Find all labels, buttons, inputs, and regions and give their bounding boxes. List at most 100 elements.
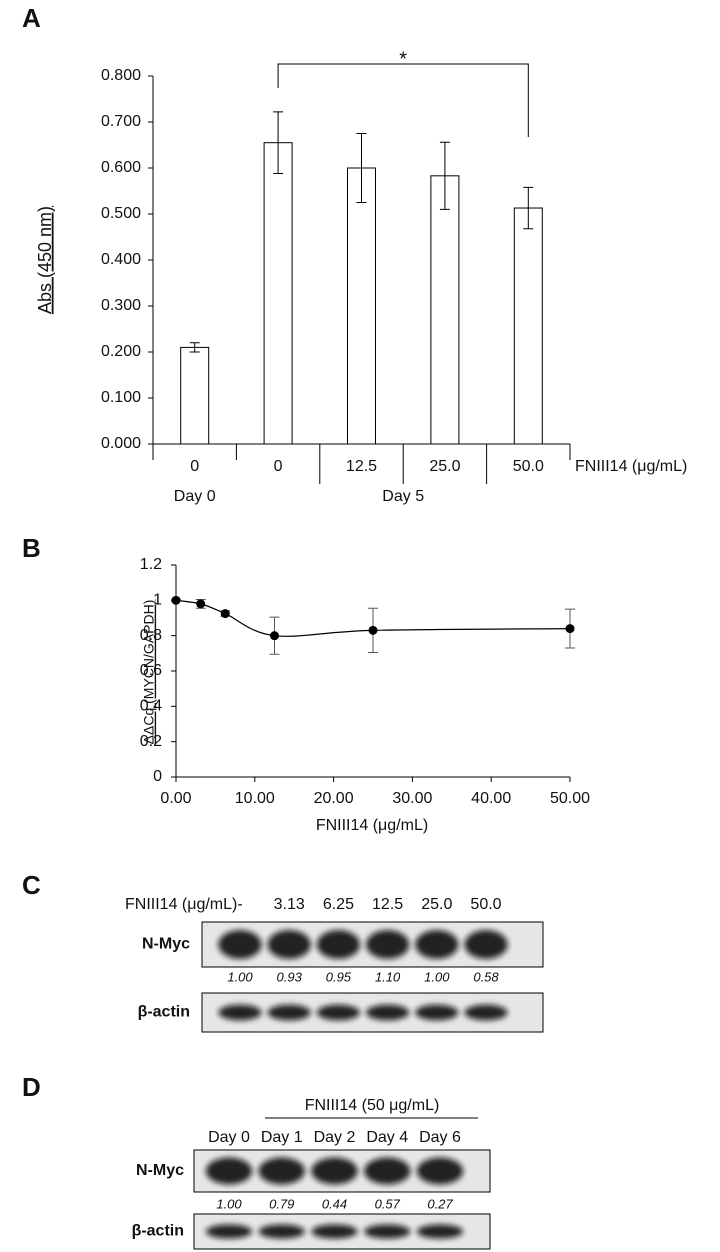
blot-band: [205, 1157, 253, 1185]
bar: [180, 346, 210, 445]
quantification: 0.27: [427, 1196, 453, 1211]
y-tick-label: 1: [153, 592, 162, 609]
y-tick-label: 0.300: [101, 297, 141, 314]
row-label: N-Myc: [136, 1162, 184, 1179]
blot-band: [464, 1004, 508, 1021]
point: [171, 595, 181, 605]
lane-label: 50.0: [470, 896, 501, 913]
x-tick-label: 0: [274, 458, 283, 475]
y-tick-label: 0.000: [101, 435, 141, 452]
point: [270, 631, 279, 641]
group-label: Day 0: [174, 488, 216, 505]
point: [196, 599, 206, 609]
row-label: β-actin: [132, 1223, 184, 1240]
x-tick-label: 50.0: [513, 458, 544, 475]
point: [368, 625, 378, 635]
blot-band: [311, 1224, 358, 1239]
quantification: 0.95: [326, 969, 352, 984]
row-label: N-Myc: [142, 936, 190, 953]
blot-band: [415, 1004, 459, 1021]
y-tick-label: 0: [153, 768, 162, 785]
quantification: 1.10: [375, 969, 401, 984]
lane-label: -: [237, 896, 242, 913]
lane-label: Day 6: [419, 1129, 461, 1146]
x-tick-label: 20.00: [314, 790, 354, 807]
y-tick-label: 0.2: [140, 733, 162, 750]
y-tick-label: 0.4: [140, 698, 162, 715]
bar: [513, 207, 543, 445]
point: [565, 624, 575, 634]
panel-label: D: [22, 1072, 41, 1102]
point: [220, 609, 230, 619]
quantification: 1.00: [424, 969, 450, 984]
error-bar: [523, 186, 534, 230]
y-tick-label: 0.500: [101, 205, 141, 222]
y-tick-label: 0.8: [140, 627, 162, 644]
row-label: β-actin: [138, 1004, 190, 1021]
y-tick-label: 0.800: [101, 67, 141, 84]
blot-band: [267, 1004, 311, 1021]
blot-band: [218, 1004, 262, 1021]
blot-band: [316, 930, 361, 959]
x-tick-label: 0: [190, 458, 199, 475]
panel-label: B: [22, 533, 41, 563]
blot-band: [258, 1224, 305, 1239]
x-tick-label: 0.00: [160, 790, 191, 807]
blot-band: [218, 930, 262, 959]
y-tick-label: 0.400: [101, 251, 141, 268]
quantification: 0.93: [277, 969, 303, 984]
error-bar: [439, 141, 450, 210]
blot-band: [416, 1157, 464, 1185]
y-tick-label: 0.200: [101, 343, 141, 360]
x-tick-label: 25.0: [429, 458, 460, 475]
treatment-label: FNIII14 (50 μg/mL): [305, 1097, 440, 1114]
y-tick-label: 0.600: [101, 159, 141, 176]
lane-label: 6.25: [323, 896, 354, 913]
quantification: 0.79: [269, 1196, 294, 1211]
lane-label: Day 4: [366, 1129, 408, 1146]
error-bar: [356, 133, 367, 203]
blot-band: [364, 1157, 411, 1185]
y-tick-label: 0.100: [101, 389, 141, 406]
quantification: 0.44: [322, 1196, 347, 1211]
y-tick-label: 1.2: [140, 556, 162, 573]
blot-band: [415, 930, 459, 959]
blot-band: [267, 930, 311, 959]
lane-label: Day 1: [261, 1129, 303, 1146]
y-axis-label: ΔΔCq (MYCN/GAPDH): [141, 600, 157, 745]
lane-label: 12.5: [372, 896, 403, 913]
group-label: Day 5: [382, 488, 424, 505]
x-axis-label: FNIII14 (μg/mL): [575, 458, 687, 475]
treatment-label: FNIII14 (μg/mL): [125, 896, 237, 913]
blot-band: [365, 930, 410, 959]
lane-label: Day 0: [208, 1129, 250, 1146]
bar: [430, 175, 460, 445]
lane-label: 25.0: [421, 896, 452, 913]
lane-label: Day 2: [314, 1129, 356, 1146]
panel-label: A: [22, 3, 41, 33]
blot-band: [364, 1224, 411, 1239]
quantification: 0.57: [375, 1196, 401, 1211]
blot-band: [258, 1157, 305, 1185]
error-bar: [189, 342, 200, 353]
x-tick-label: 12.5: [346, 458, 377, 475]
bar: [263, 142, 293, 445]
quantification: 0.58: [473, 969, 499, 984]
lane-label: 3.13: [274, 896, 305, 913]
x-tick-label: 40.00: [471, 790, 511, 807]
x-tick-label: 10.00: [235, 790, 275, 807]
blot-band: [316, 1004, 361, 1021]
quantification: 1.00: [227, 969, 253, 984]
blot-band: [311, 1157, 358, 1185]
significance-bracket: [277, 63, 529, 137]
blot-band: [464, 930, 508, 959]
blot-band: [365, 1004, 410, 1021]
y-axis-label: Abs (450 nm): [35, 206, 55, 314]
error-bar: [273, 111, 284, 175]
x-tick-label: 30.00: [392, 790, 432, 807]
bar: [347, 167, 376, 445]
y-tick-label: 0.700: [101, 113, 141, 130]
blot-band: [416, 1224, 464, 1239]
significance-label: *: [399, 48, 407, 70]
